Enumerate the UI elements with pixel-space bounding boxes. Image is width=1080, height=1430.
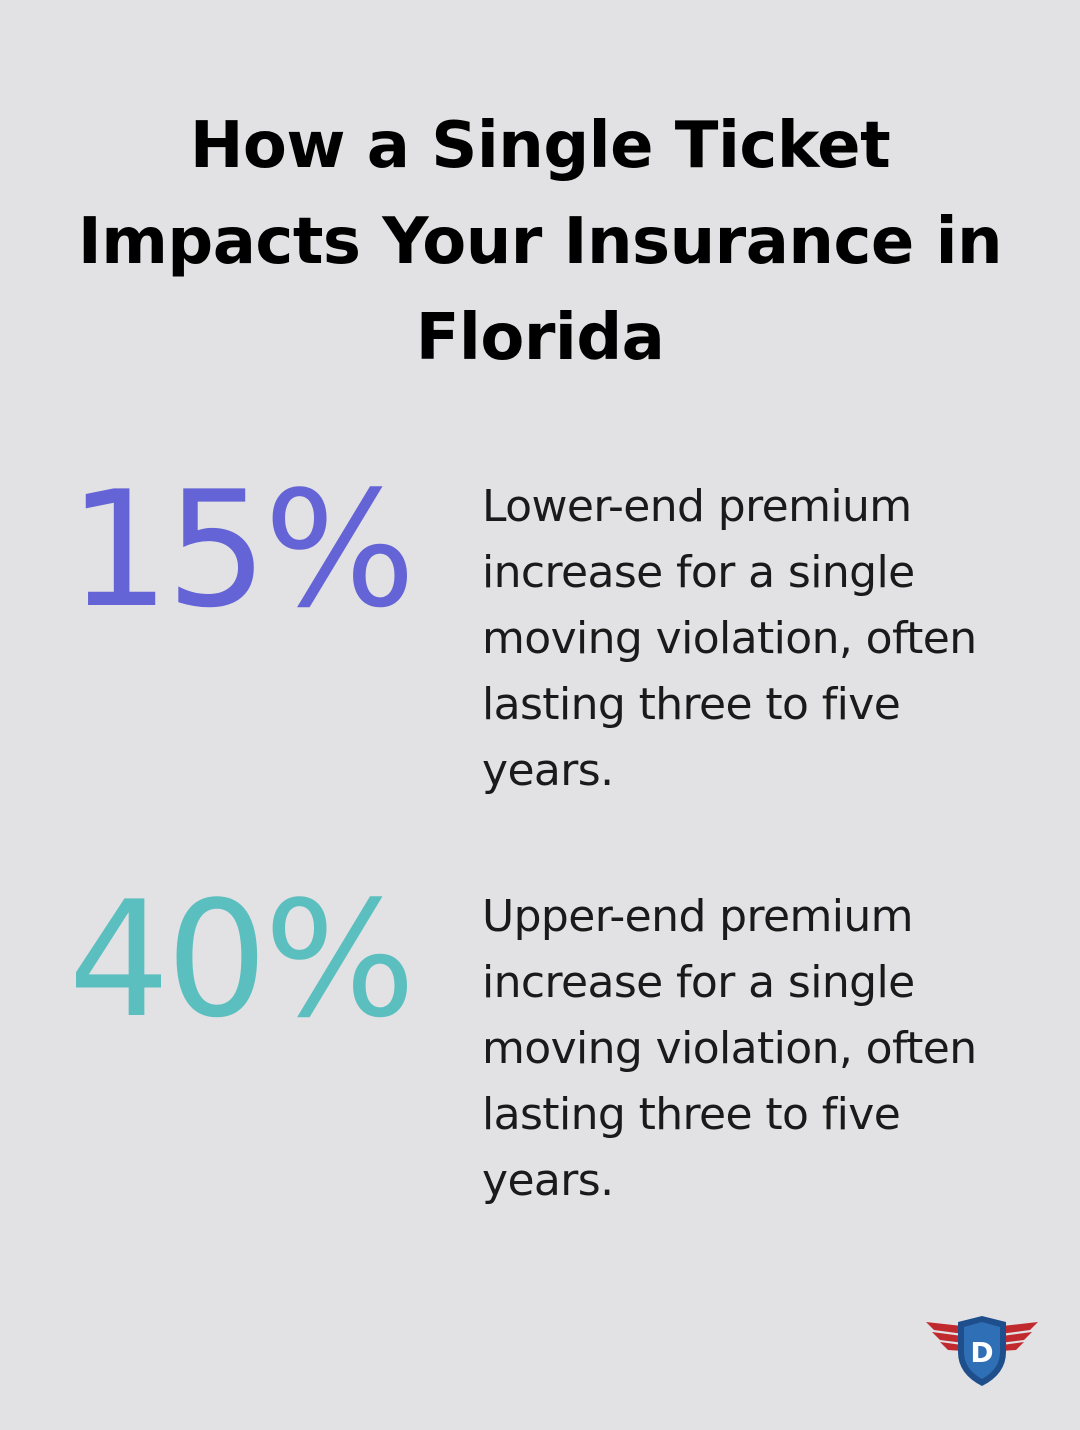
stat-description: Upper-end premium increase for a single … [482,891,977,1206]
page-title: How a Single Ticket Impacts Your Insuran… [77,109,1003,375]
stat-value: 15% [68,456,416,643]
stat-description: Lower-end premium increase for a single … [482,481,977,796]
stat-value: 40% [68,866,416,1053]
shield-logo-icon: D [924,1312,1040,1388]
logo-letter: D [970,1336,993,1369]
